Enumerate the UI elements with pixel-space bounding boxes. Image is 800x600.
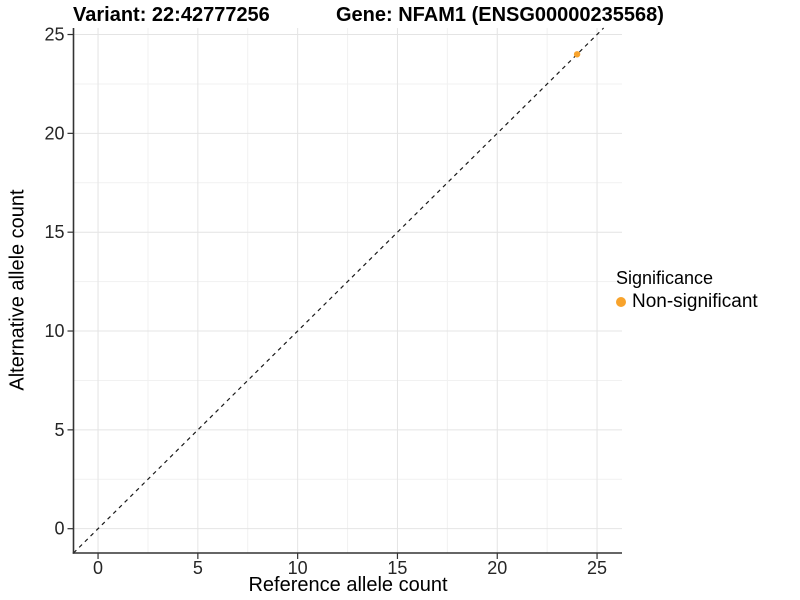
y-tick-label: 5 xyxy=(54,420,64,440)
legend-entry-label: Non-significant xyxy=(632,291,758,312)
x-tick-label: 0 xyxy=(93,558,103,578)
legend-entry: Non-significant xyxy=(616,291,758,313)
variant-title: Variant: 22:42777256 xyxy=(73,4,270,26)
y-tick-label: 10 xyxy=(44,321,64,341)
y-tick-label: 0 xyxy=(54,519,64,539)
x-tick-label: 25 xyxy=(587,558,607,578)
legend: Significance Non-significant xyxy=(616,268,758,313)
legend-title: Significance xyxy=(616,268,714,288)
y-tick-label: 20 xyxy=(44,123,64,143)
x-axis-title: Reference allele count xyxy=(248,574,448,596)
data-point xyxy=(573,51,581,58)
x-tick-label: 20 xyxy=(487,558,507,578)
x-tick-label: 5 xyxy=(193,558,203,578)
y-tick-label: 25 xyxy=(44,25,64,45)
x-tick-label: 10 xyxy=(288,558,308,578)
y-tick-label: 15 xyxy=(44,222,64,242)
legend-point-swatch xyxy=(616,297,626,307)
gene-title: Gene: NFAM1 (ENSG00000235568) xyxy=(336,4,664,26)
identity-line xyxy=(73,27,605,554)
x-tick-label: 15 xyxy=(387,558,407,578)
y-axis-title: Alternative allele count xyxy=(6,189,29,391)
